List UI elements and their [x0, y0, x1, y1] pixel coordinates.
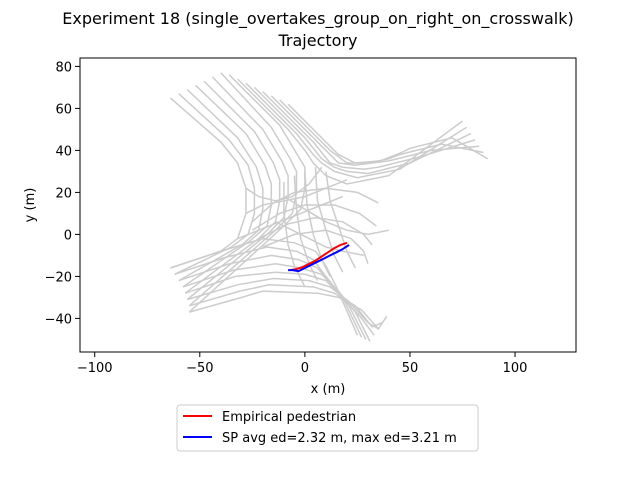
background-path-2 — [178, 88, 264, 282]
chart-subtitle: Trajectory — [278, 31, 358, 50]
background-path-33 — [245, 179, 348, 215]
legend-entry-sp: SP avg ed=2.32 m, max ed=3.21 m — [222, 431, 457, 446]
background-path-1 — [174, 93, 256, 275]
background-path-36 — [283, 195, 390, 236]
background-path-32 — [245, 166, 323, 202]
series-paths — [288, 241, 350, 273]
background-paths — [169, 72, 489, 342]
x-tick-label: −50 — [186, 361, 213, 376]
series-line-0 — [290, 241, 348, 272]
background-path-21 — [189, 284, 383, 328]
x-tick-label: 0 — [301, 361, 309, 376]
background-path-22 — [189, 290, 388, 331]
y-tick-label: 0 — [64, 228, 72, 243]
y-tick-label: −40 — [45, 312, 72, 327]
y-tick-label: 20 — [55, 186, 72, 201]
background-path-35 — [275, 221, 364, 257]
y-tick-label: 40 — [55, 144, 72, 159]
x-tick-label: 50 — [402, 361, 419, 376]
x-axis-label: x (m) — [311, 382, 346, 397]
background-path-34 — [237, 195, 343, 240]
background-path-24 — [251, 204, 377, 231]
background-path-11 — [262, 91, 476, 171]
background-path-20 — [186, 277, 379, 330]
background-path-30 — [314, 167, 344, 273]
background-path-13 — [279, 99, 484, 164]
y-axis: −40 −20 0 20 40 60 80 — [45, 60, 80, 327]
series-line-1 — [288, 244, 350, 273]
background-path-5 — [186, 76, 289, 301]
background-path-10 — [253, 86, 472, 175]
background-path-27 — [283, 181, 306, 288]
background-path-26 — [262, 229, 369, 265]
x-axis: −100 −50 0 50 100 — [77, 352, 528, 376]
background-path-29 — [304, 171, 331, 277]
legend: Empirical pedestrian SP avg ed=2.32 m, m… — [176, 404, 479, 452]
background-path-4 — [184, 80, 281, 294]
y-tick-label: 80 — [55, 60, 72, 75]
chart-title: Experiment 18 (single_overtakes_group_on… — [62, 9, 573, 29]
background-path-14 — [287, 103, 489, 164]
background-path-12 — [270, 95, 480, 166]
background-path-15 — [170, 237, 359, 336]
y-tick-label: 60 — [55, 102, 72, 117]
plot-frame — [79, 57, 577, 353]
x-tick-label: 100 — [503, 361, 528, 376]
background-path-18 — [182, 263, 371, 342]
background-path-6 — [188, 72, 298, 307]
x-tick-label: −100 — [77, 361, 113, 376]
background-path-31 — [325, 171, 356, 269]
background-path-3 — [182, 84, 273, 288]
y-tick-label: −20 — [45, 270, 72, 285]
background-path-0 — [169, 97, 247, 269]
background-path-9 — [245, 82, 468, 179]
background-path-23 — [251, 187, 379, 223]
legend-box — [176, 404, 479, 452]
legend-entry-empirical: Empirical pedestrian — [222, 410, 356, 425]
y-axis-label: y (m) — [23, 188, 38, 223]
